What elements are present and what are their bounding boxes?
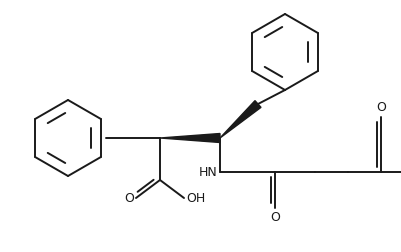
Text: HN: HN [198,166,217,178]
Polygon shape [160,134,220,142]
Polygon shape [220,101,261,138]
Text: O: O [270,211,280,224]
Text: OH: OH [186,192,205,205]
Text: O: O [124,192,134,205]
Text: O: O [376,101,386,114]
